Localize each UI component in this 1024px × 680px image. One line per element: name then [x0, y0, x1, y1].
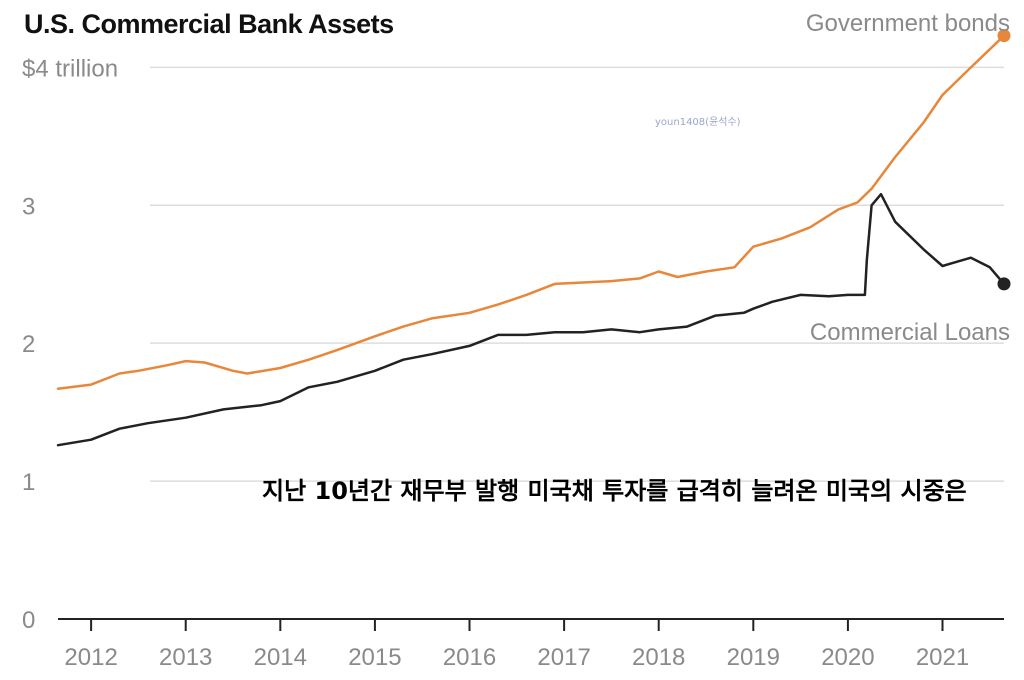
y-tick-label: $4 trillion — [22, 55, 118, 82]
x-tick-label: 2013 — [159, 644, 212, 671]
chart-title: U.S. Commercial Bank Assets — [24, 9, 394, 39]
x-tick-label: 2018 — [632, 644, 685, 671]
x-tick-label: 2019 — [727, 644, 780, 671]
series-endpoint-marker — [997, 277, 1011, 291]
series-lines — [56, 29, 1011, 447]
x-axis: 2012 2013 2014 2015 2016 2017 2018 2019 2020 2021 — [58, 618, 1004, 671]
y-tick-label: 0 — [22, 607, 35, 634]
series-labels: Government bonds Commercial Loans — [806, 10, 1010, 346]
caption-overlay: 지난 10년간 재무부 발행 미국채 투자를 급격히 늘려온 미국의 시중은 — [262, 477, 967, 505]
x-tick-label: 2021 — [916, 644, 969, 671]
y-tick-label: 2 — [22, 331, 35, 358]
y-axis-tick-labels: 0 1 2 3 $4 trillion — [22, 55, 118, 634]
y-tick-label: 1 — [22, 469, 35, 496]
x-tick-label: 2012 — [64, 644, 117, 671]
x-tick-label: 2017 — [537, 644, 590, 671]
series-label: Commercial Loans — [810, 319, 1010, 346]
series-endpoint-marker — [997, 29, 1011, 43]
x-tick-label: 2016 — [443, 644, 496, 671]
series-label: Government bonds — [806, 10, 1010, 37]
watermark-text: youn1408(윤석수) — [655, 116, 741, 128]
y-tick-label: 3 — [22, 193, 35, 220]
gridlines — [150, 66, 1004, 482]
series-line-0 — [56, 34, 1006, 390]
x-tick-label: 2020 — [821, 644, 874, 671]
x-tick-label: 2015 — [348, 644, 401, 671]
x-tick-label: 2014 — [254, 644, 307, 671]
series-line-1 — [56, 192, 1006, 447]
